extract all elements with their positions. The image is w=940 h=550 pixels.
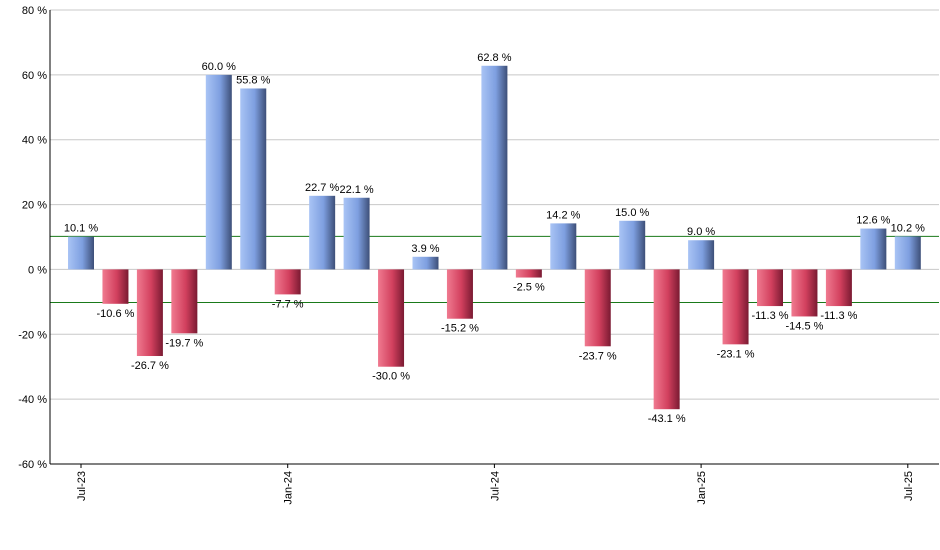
bar xyxy=(309,195,336,270)
bar xyxy=(102,269,129,304)
x-tick-label: Jan-25 xyxy=(696,471,708,505)
data-label: 3.9 % xyxy=(411,243,439,255)
bar xyxy=(584,269,611,347)
data-label: 10.2 % xyxy=(891,222,925,234)
data-label: -23.7 % xyxy=(579,350,617,362)
data-label: 22.7 % xyxy=(305,182,339,194)
x-tick-label: Jul-23 xyxy=(76,471,88,501)
bar xyxy=(688,240,715,270)
data-label: 14.2 % xyxy=(546,209,580,221)
y-tick-label: -60 % xyxy=(18,459,47,471)
data-label: -43.1 % xyxy=(648,413,686,425)
data-label: -11.3 % xyxy=(820,310,857,322)
bar xyxy=(550,223,577,270)
bar xyxy=(171,269,198,334)
bar xyxy=(446,269,473,319)
bar xyxy=(653,269,680,410)
data-label: -11.3 % xyxy=(751,310,788,322)
bar xyxy=(757,269,783,307)
x-tick-label: Jul-25 xyxy=(903,471,915,501)
data-label: 15.0 % xyxy=(615,207,649,219)
bar xyxy=(136,269,163,357)
data-label: 12.6 % xyxy=(856,215,890,227)
bar xyxy=(791,269,818,317)
data-label: -19.7 % xyxy=(165,337,203,349)
bar xyxy=(481,65,508,270)
bar xyxy=(722,269,749,345)
x-axis-tick-labels: Jul-23 Jan-24 Jul-24 Jan-25 Jul-25 xyxy=(76,471,915,505)
data-label: 10.1 % xyxy=(64,223,98,235)
bar xyxy=(343,197,370,270)
data-label: -2.5 % xyxy=(513,282,545,294)
data-label: -15.2 % xyxy=(441,323,479,335)
data-label: -14.5 % xyxy=(785,320,823,332)
bars xyxy=(68,65,921,410)
data-label: 60.0 % xyxy=(202,61,236,73)
bar xyxy=(378,269,405,367)
data-label: -30.0 % xyxy=(372,371,410,383)
data-label: 22.1 % xyxy=(339,184,373,196)
bar xyxy=(205,74,232,270)
y-tick-label: -20 % xyxy=(18,329,47,341)
data-label: -7.7 % xyxy=(272,298,304,310)
data-label: 62.8 % xyxy=(477,52,511,64)
y-tick-label: 80 % xyxy=(22,5,47,17)
x-tick-label: Jan-24 xyxy=(283,471,295,505)
data-label: 55.8 % xyxy=(236,74,270,86)
y-tick-label: 60 % xyxy=(22,70,47,82)
bar xyxy=(68,236,94,270)
axes xyxy=(49,10,939,468)
bar xyxy=(240,88,267,270)
bar xyxy=(619,220,646,270)
data-label: 9.0 % xyxy=(687,226,715,238)
y-tick-label: 20 % xyxy=(22,200,47,212)
data-labels: 10.1 % -10.6 % -26.7 % -19.7 % 60.0 %55.8 % -… xyxy=(64,52,925,425)
bar xyxy=(894,236,921,270)
data-label: -23.1 % xyxy=(717,348,755,360)
data-label: -10.6 % xyxy=(96,308,134,320)
bar xyxy=(860,228,887,270)
bar xyxy=(274,269,301,295)
bar xyxy=(515,269,542,278)
data-label: -26.7 % xyxy=(131,360,169,372)
bar xyxy=(412,256,439,270)
y-tick-label: 0 % xyxy=(28,264,47,276)
y-axis-tick-labels: -60 % -40 % -20 % 0 % 20 % 40 % 60 % 80 % xyxy=(18,5,47,471)
y-tick-label: -40 % xyxy=(18,394,47,406)
bar xyxy=(825,269,852,307)
x-tick-label: Jul-24 xyxy=(489,471,501,501)
y-tick-label: 40 % xyxy=(22,135,47,147)
